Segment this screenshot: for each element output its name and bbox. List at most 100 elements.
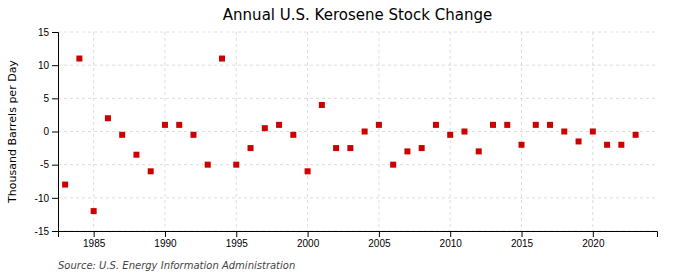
point: [476, 148, 482, 154]
x-tick-mark: [522, 231, 523, 237]
annotation: Source: U.S. Energy Information Administ…: [58, 260, 295, 271]
point: [590, 129, 596, 135]
point: [190, 132, 196, 138]
x-tick: 2020: [582, 231, 605, 249]
point: [547, 122, 553, 128]
point: [248, 145, 254, 151]
y-grid-line: [58, 197, 657, 198]
point: [447, 132, 453, 138]
y-tick-label: 0: [43, 126, 49, 137]
y-tick-label: -5: [40, 159, 49, 170]
chart: 1985 1990 1995 2000 2005 2010 2015 2020 -15 -10 -5…: [0, 0, 675, 275]
point: [419, 145, 425, 151]
y-tick-mark: [52, 165, 58, 166]
point: [290, 132, 296, 138]
point: [148, 168, 154, 174]
x-tick-mark: [308, 231, 309, 237]
y-tick-mark: [52, 231, 58, 232]
x-grid-line: [164, 32, 165, 231]
point: [162, 122, 168, 128]
point: [362, 129, 368, 135]
y-axis: -15 -10 -5 0 5 10 15: [35, 27, 59, 237]
point: [333, 145, 339, 151]
point: [176, 122, 182, 128]
x-tick: 2010: [440, 231, 463, 249]
y-grid-line: [58, 65, 657, 66]
point: [62, 182, 68, 188]
y-tick-label: 15: [38, 27, 50, 38]
point: [105, 115, 111, 121]
point: [561, 129, 567, 135]
x-tick-mark: [94, 231, 95, 237]
x-tick-label: 2010: [440, 238, 463, 249]
point: [233, 162, 239, 168]
point: [504, 122, 510, 128]
x-tick-label: 2015: [511, 238, 534, 249]
y-grid-line: [58, 32, 657, 33]
y-tick: 0: [43, 126, 58, 137]
point: [376, 122, 382, 128]
y-axis-label: Thousand Barrels per Day: [6, 60, 19, 204]
x-tick-mark: [593, 231, 594, 237]
y-grid-line: [58, 164, 657, 165]
y-tick: 5: [43, 93, 58, 104]
grid: [58, 32, 657, 231]
x-grid-line: [307, 32, 308, 231]
point: [347, 145, 353, 151]
point: [461, 129, 467, 135]
point: [133, 152, 139, 158]
x-tick: 2005: [368, 231, 391, 249]
x-tick: 1995: [226, 231, 249, 249]
point: [390, 162, 396, 168]
x-tick-label: 2020: [582, 238, 605, 249]
x-axis: 1985 1990 1995 2000 2005 2010 2015 2020: [59, 231, 658, 249]
y-tick-label: -10: [35, 193, 50, 204]
y-tick-label: -15: [35, 226, 50, 237]
point: [404, 148, 410, 154]
y-tick-label: 5: [43, 93, 49, 104]
point: [633, 132, 639, 138]
y-tick: -15: [35, 226, 58, 237]
y-grid-line: [58, 98, 657, 99]
y-tick-mark: [52, 98, 58, 99]
y-tick-mark: [52, 132, 58, 133]
x-tick: 2000: [297, 231, 320, 249]
y-tick: -5: [40, 159, 58, 170]
point: [262, 125, 268, 131]
point: [319, 102, 325, 108]
x-tick: 1990: [154, 231, 177, 249]
y-tick: -10: [35, 193, 58, 204]
x-tick-label: 2000: [297, 238, 320, 249]
x-tick-label: 1985: [83, 238, 106, 249]
y-tick-label: 10: [38, 60, 50, 71]
y-tick: 15: [38, 27, 58, 38]
points: [62, 56, 638, 215]
x-grid-line: [236, 32, 237, 231]
point: [119, 132, 125, 138]
plot-area: 1985 1990 1995 2000 2005 2010 2015 2020 -15 -10 -5…: [35, 27, 658, 249]
point: [433, 122, 439, 128]
x-tick: 1985: [83, 231, 106, 249]
x-tick-mark: [379, 231, 380, 237]
x-tick-mark: [450, 231, 451, 237]
point: [576, 138, 582, 144]
point: [91, 208, 97, 214]
point: [533, 122, 539, 128]
point: [519, 142, 525, 148]
point: [219, 56, 225, 62]
y-tick-mark: [52, 65, 58, 66]
point: [305, 168, 311, 174]
x-tick-label: 1990: [154, 238, 177, 249]
y-tick-mark: [52, 32, 58, 33]
y-tick-mark: [52, 198, 58, 199]
point: [205, 162, 211, 168]
x-tick-label: 1995: [226, 238, 249, 249]
x-tick: 2015: [511, 231, 534, 249]
y-tick: 10: [38, 60, 58, 71]
y-axis-line: [52, 33, 59, 232]
point: [618, 142, 624, 148]
title: Annual U.S. Kerosene Stock Change: [223, 6, 492, 24]
point: [604, 142, 610, 148]
point: [276, 122, 282, 128]
x-axis-line: [59, 232, 658, 238]
